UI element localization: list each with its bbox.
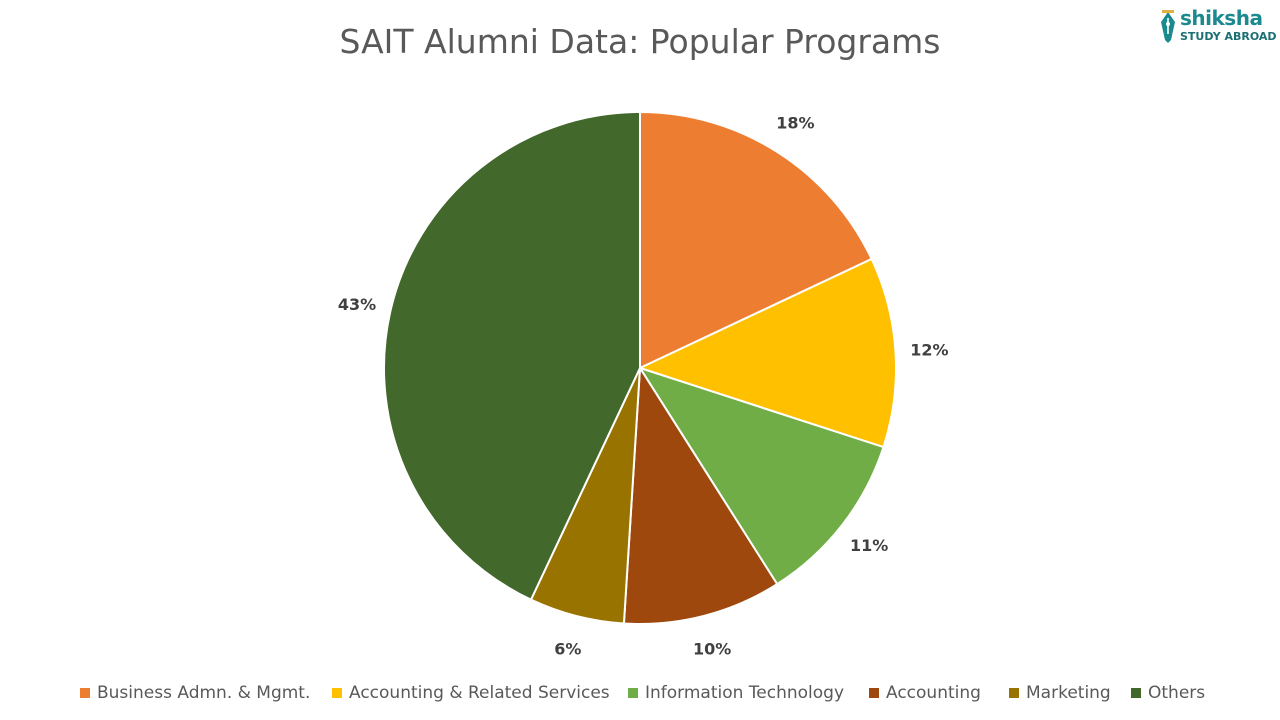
pie-slice-information-technology — [637, 366, 885, 586]
pie-slice-business-admn-mgmt — [639, 110, 873, 370]
pie-slice-others — [383, 110, 641, 601]
pie-label-marketing: 6% — [554, 639, 581, 658]
legend-label: Information Technology — [645, 683, 845, 703]
legend-swatch — [332, 688, 342, 698]
pie-label-information-technology: 11% — [850, 536, 888, 555]
legend-item-business-admn-mgmt: Business Admn. & Mgmt. — [80, 683, 310, 703]
shiksha-logo: shiksha STUDY ABROAD — [1158, 6, 1277, 48]
logo-subtitle: STUDY ABROAD — [1180, 30, 1277, 43]
pie-labels: 18% 12% 11% 10% 6% 43% — [338, 114, 949, 659]
pie-label-accounting-related-services: 12% — [910, 340, 948, 359]
legend-swatch — [80, 688, 90, 698]
legend-label: Accounting & Related Services — [349, 683, 610, 703]
legend-swatch — [1131, 688, 1141, 698]
pie-label-business-admn-mgmt: 18% — [776, 114, 814, 133]
pie-label-others: 43% — [338, 295, 376, 314]
pie-chart: 18% 12% 11% 10% 6% 43% — [338, 110, 949, 659]
chart-title: SAIT Alumni Data: Popular Programs — [339, 22, 941, 61]
logo-name: shiksha — [1180, 6, 1263, 30]
legend-label: Business Admn. & Mgmt. — [97, 683, 311, 703]
legend-item-accounting-related-services: Accounting & Related Services — [332, 683, 610, 703]
legend-swatch — [1009, 688, 1019, 698]
legend-label: Accounting — [886, 683, 981, 703]
pie-label-accounting: 10% — [693, 639, 731, 658]
pen-nib-icon — [1161, 10, 1175, 43]
pie-slice-accounting — [622, 364, 779, 625]
legend-swatch — [869, 688, 879, 698]
chart-legend: Business Admn. & Mgmt. Accounting & Relat… — [0, 683, 1280, 707]
legend-item-information-technology: Information Technology — [628, 683, 844, 703]
legend-item-accounting: Accounting — [869, 683, 981, 703]
legend-label: Others — [1148, 683, 1206, 703]
legend-swatch — [628, 688, 638, 698]
pie-slices — [383, 110, 897, 625]
legend-item-others: Others — [1131, 683, 1205, 703]
legend-item-marketing: Marketing — [1009, 683, 1111, 703]
legend-label: Marketing — [1026, 683, 1111, 703]
pie-slice-accounting-related-services — [637, 257, 897, 449]
